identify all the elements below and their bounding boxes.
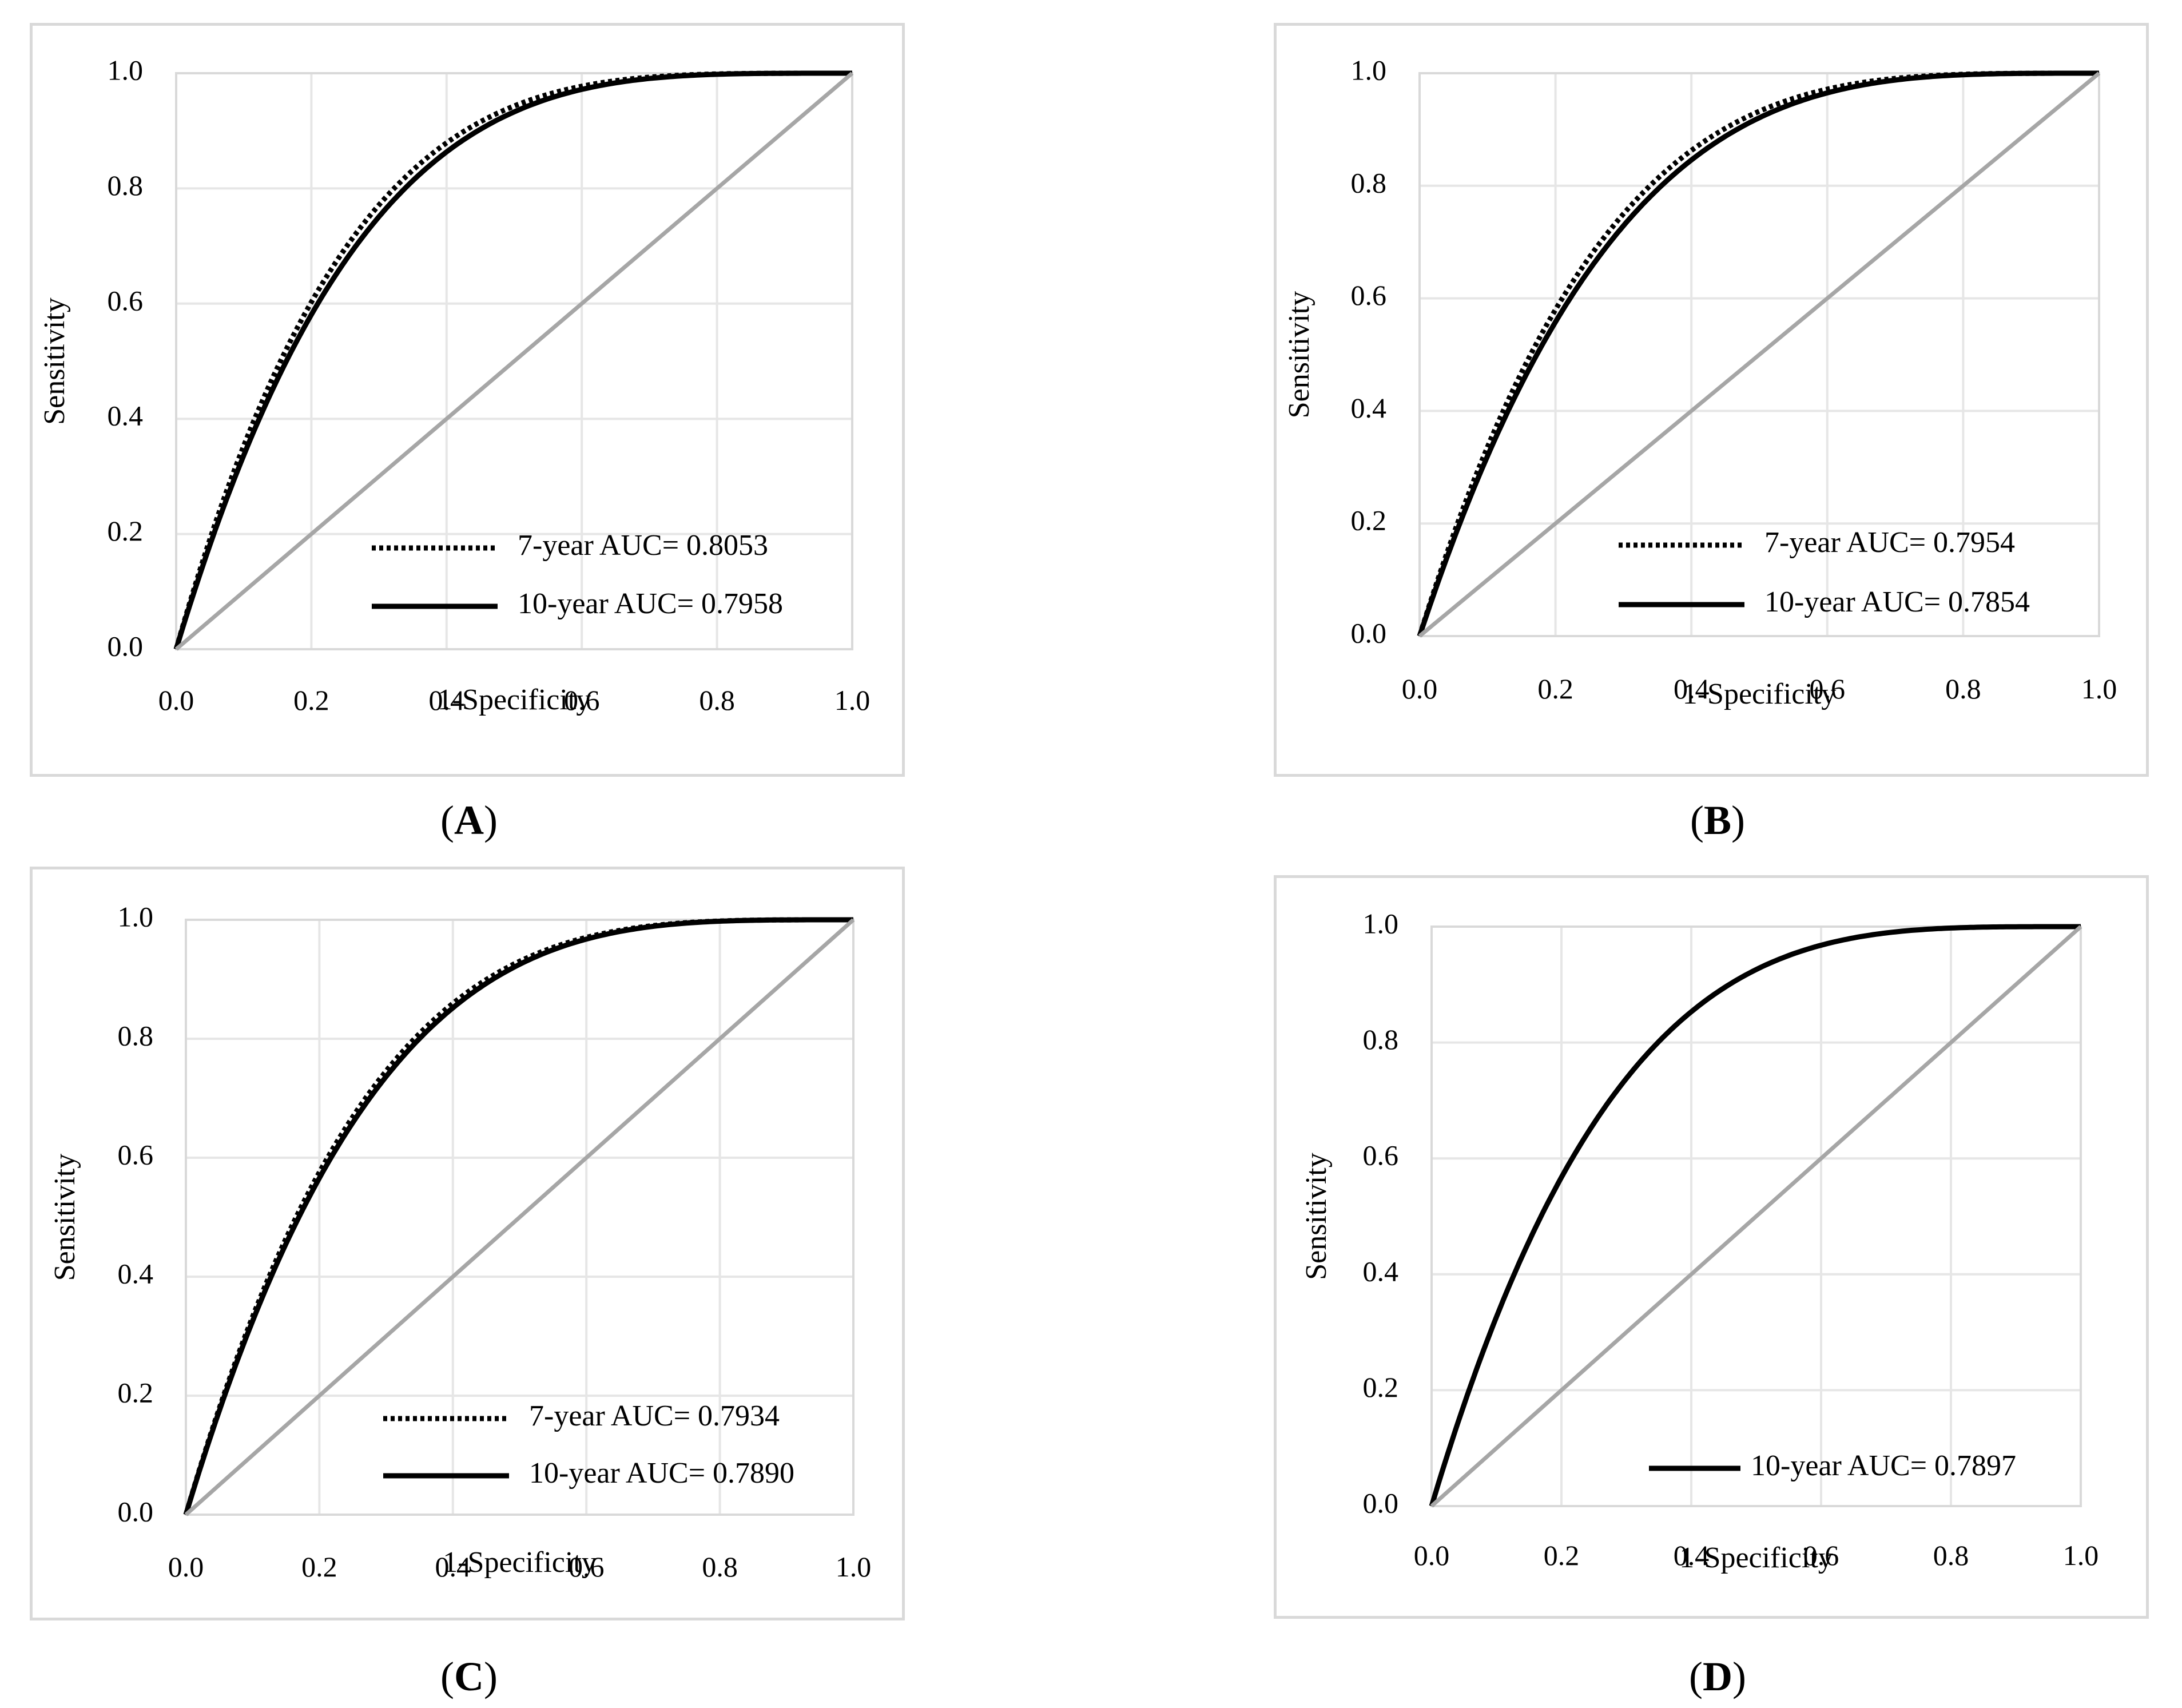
- legend-label-10-year: 10-year AUC= 0.7890: [529, 1457, 794, 1489]
- y-tick-label: 0.4: [1351, 392, 1387, 424]
- legend-label-10-year: 10-year AUC= 0.7958: [518, 587, 783, 620]
- panel-letter-a: A: [454, 797, 484, 843]
- y-tick-label: 0.6: [108, 284, 144, 316]
- y-axis-title: Sensitivity: [38, 297, 71, 424]
- reference-diagonal-line: [1430, 925, 2082, 1508]
- panel-letter-c: C: [454, 1654, 484, 1699]
- x-tick-label: 0.0: [1402, 673, 1438, 705]
- roc-chart-c: 0.0 0.2 0.4 0.6 0.8 1.0 0.0 0.2 0.4 0.6 0.8 1.0 1-Sp…: [49, 900, 871, 1583]
- plot-area: [185, 919, 854, 1516]
- x-axis-title: 1-Specificity: [438, 684, 591, 716]
- x-tick-label: 0.0: [158, 684, 194, 716]
- panel-letter-d: D: [1703, 1654, 1732, 1699]
- y-tick-label: 0.2: [118, 1376, 154, 1408]
- y-tick-label: 0.8: [108, 169, 144, 201]
- x-tick-label: 0.0: [168, 1551, 204, 1583]
- x-tick-label: 0.8: [1945, 673, 1981, 705]
- panel-label-b: (B): [1690, 797, 1745, 843]
- y-tick-label: 1.0: [108, 54, 144, 86]
- y-tick-label: 0.2: [1351, 505, 1387, 537]
- panel-label-a: (A): [440, 797, 498, 843]
- y-tick-label: 0.6: [118, 1138, 154, 1170]
- x-tick-label: 1.0: [834, 684, 871, 716]
- x-tick-label: 0.8: [1933, 1539, 1969, 1571]
- legend-label-10-year: 10-year AUC= 0.7854: [1764, 586, 2030, 618]
- x-tick-label: 0.0: [1414, 1539, 1450, 1571]
- legend-label-7-year: 7-year AUC= 0.7934: [529, 1400, 780, 1432]
- y-tick-label: 0.6: [1363, 1139, 1399, 1171]
- panel-label-c: (C): [440, 1654, 498, 1699]
- roc-curve-10-year: [1417, 70, 2099, 637]
- panel-letter-b: B: [1703, 797, 1732, 843]
- roc-chart-b: 0.0 0.2 0.4 0.6 0.8 1.0 0.0 0.2 0.4 0.6 0.8 1.0 1-Sp…: [1283, 54, 2117, 710]
- x-axis-title: 1-Specificity: [1683, 678, 1837, 710]
- roc-chart-a: 0.0 0.2 0.4 0.6 0.8 1.0 0.0 0.2 0.4 0.6 0.8 1.0 1-Sp…: [38, 54, 870, 716]
- roc-curve-10-year: [183, 917, 853, 1516]
- y-axis-title: Sensitivity: [1283, 291, 1315, 418]
- legend-label-7-year: 7-year AUC= 0.8053: [518, 529, 768, 562]
- x-tick-label: 0.6: [1803, 1539, 1839, 1571]
- y-tick-label: 0.6: [1351, 279, 1387, 311]
- y-axis-title: Sensitivity: [1300, 1153, 1333, 1280]
- x-axis-title: 1-Specificity: [443, 1546, 597, 1579]
- x-tick-label: 0.4: [435, 1551, 471, 1583]
- x-tick-label: 0.2: [1544, 1539, 1580, 1571]
- y-tick-label: 0.0: [108, 630, 144, 662]
- x-axis-title: 1-Specificity: [1679, 1542, 1833, 1574]
- reference-diagonal-line: [1418, 72, 2101, 638]
- x-tick-label: 0.4: [1674, 1539, 1710, 1571]
- y-tick-label: 1.0: [118, 900, 154, 932]
- y-tick-label: 1.0: [1351, 54, 1387, 86]
- x-tick-label: 0.2: [293, 684, 329, 716]
- x-tick-label: 0.6: [1810, 673, 1846, 705]
- y-tick-label: 0.8: [1363, 1023, 1399, 1055]
- roc-curve-7-year: [1417, 70, 2099, 637]
- y-tick-label: 0.4: [108, 400, 144, 432]
- y-tick-label: 0.0: [1363, 1487, 1399, 1519]
- y-tick-label: 0.0: [118, 1495, 154, 1527]
- x-tick-label: 0.6: [564, 684, 600, 716]
- x-tick-label: 0.4: [429, 684, 465, 716]
- x-tick-label: 1.0: [2081, 673, 2117, 705]
- y-tick-label: 0.8: [118, 1019, 154, 1051]
- x-tick-label: 0.2: [1537, 673, 1573, 705]
- x-tick-label: 1.0: [2063, 1539, 2099, 1571]
- x-tick-label: 0.8: [702, 1551, 738, 1583]
- reference-diagonal-line: [174, 72, 854, 651]
- plot-area: [175, 72, 853, 650]
- panel-label-d: (D): [1689, 1654, 1746, 1699]
- legend-label-7-year: 7-year AUC= 0.7954: [1764, 526, 2015, 559]
- x-tick-label: 0.2: [301, 1551, 337, 1583]
- y-tick-label: 0.0: [1351, 617, 1387, 649]
- y-tick-label: 0.2: [1363, 1371, 1399, 1403]
- legend-label-10-year: 10-year AUC= 0.7897: [1751, 1449, 2016, 1482]
- x-tick-label: 0.4: [1674, 673, 1710, 705]
- y-tick-label: 0.4: [118, 1257, 154, 1289]
- y-axis-title: Sensitivity: [49, 1154, 81, 1281]
- x-tick-label: 1.0: [836, 1551, 872, 1583]
- y-tick-label: 1.0: [1363, 907, 1399, 939]
- y-tick-label: 0.4: [1363, 1255, 1399, 1287]
- plot-area: [1418, 72, 2100, 637]
- roc-curve-10-year: [173, 70, 852, 650]
- plot-area: [1430, 926, 2082, 1507]
- reference-diagonal-line: [184, 918, 855, 1516]
- y-tick-label: 0.2: [108, 515, 144, 547]
- x-tick-label: 0.8: [699, 684, 735, 716]
- x-tick-label: 0.6: [569, 1551, 605, 1583]
- y-tick-label: 0.8: [1351, 166, 1387, 198]
- roc-chart-d: 0.0 0.2 0.4 0.6 0.8 1.0 0.0 0.2 0.4 0.6 0.8 1.0 1-Sp…: [1300, 907, 2098, 1574]
- roc-curve-10-year: [1429, 924, 2081, 1507]
